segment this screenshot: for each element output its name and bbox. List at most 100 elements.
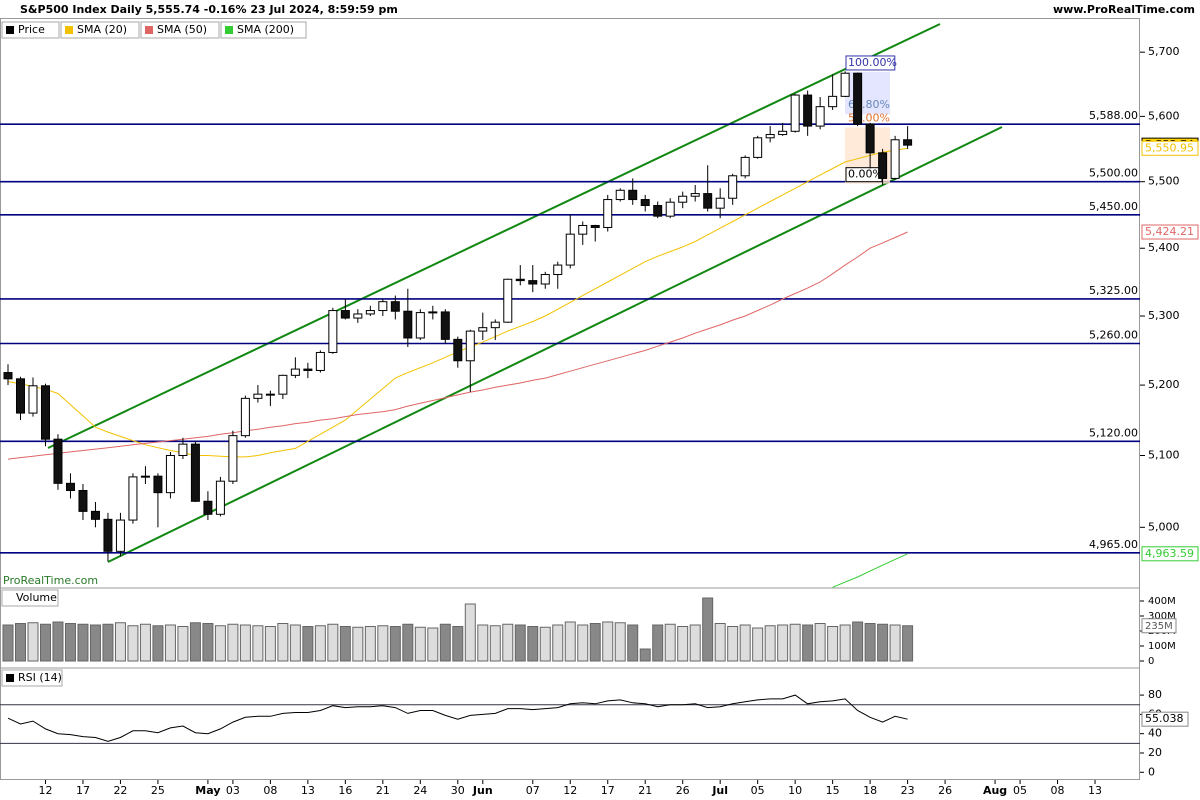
candle-body: [215, 480, 225, 515]
price-tag: [1141, 546, 1199, 562]
watermark: ProRealTime.com: [3, 574, 98, 587]
volume-bar: [364, 626, 376, 662]
fib-zone: [845, 71, 890, 115]
volume-bar: [852, 621, 864, 662]
candle-body: [153, 475, 163, 494]
source: www.ProRealTime.com: [1053, 3, 1195, 16]
candle-body: [403, 310, 413, 339]
candle-body: [528, 280, 538, 285]
candle-body: [353, 313, 363, 319]
volume-tag: [1141, 618, 1177, 634]
fib-label: 0.00%: [848, 168, 883, 181]
volume-bar: [814, 623, 826, 662]
rsi-tag: [1141, 711, 1189, 727]
volume-bar: [252, 625, 264, 662]
volume-bar: [514, 624, 526, 662]
x-tick-label: 12: [563, 784, 577, 797]
volume-bar: [327, 623, 339, 662]
channel-line: [107, 126, 1003, 563]
volume-bar: [639, 648, 651, 662]
volume-bar: [102, 623, 114, 662]
legend-swatch: [65, 26, 73, 34]
volume-bar: [39, 623, 51, 662]
candle-body: [190, 443, 200, 502]
volume-bar: [827, 626, 839, 662]
candle-body: [65, 482, 75, 492]
candle-body: [578, 224, 588, 235]
candle-body: [278, 374, 288, 395]
volume-bar: [314, 625, 326, 662]
level-label: 4,965.00: [1089, 538, 1138, 551]
chart-title: S&P500 Index Daily 5,555.74 -0.16% 23 Ju…: [20, 3, 398, 16]
candle-body: [715, 197, 725, 209]
legend-label: Price: [18, 23, 45, 36]
volume-bar: [227, 623, 239, 662]
legend-swatch: [145, 26, 153, 34]
x-tick-label: 25: [151, 784, 165, 797]
volume-bar: [339, 626, 351, 662]
volume-bar: [839, 624, 851, 662]
rsi-tick-label: 0: [1148, 765, 1155, 778]
x-tick-label: 24: [413, 784, 427, 797]
candle-body: [653, 205, 663, 217]
candle-body: [253, 393, 263, 399]
level-label: 5,120.00: [1089, 426, 1138, 439]
price-tag: [1141, 224, 1199, 240]
volume-bar: [152, 625, 164, 662]
plot-frame: [0, 18, 1140, 780]
candle-body: [690, 193, 700, 197]
volume-tick-label: 300M: [1148, 611, 1176, 622]
volume-bar: [889, 624, 901, 662]
volume-bar: [727, 626, 739, 662]
volume-bar: [464, 603, 476, 662]
volume-tag-label: 235M: [1145, 621, 1173, 632]
rsi-line: [7, 694, 908, 742]
volume-tick-label: 0: [1148, 656, 1154, 667]
volume-bar: [2, 624, 14, 662]
volume-bar: [189, 622, 201, 662]
rsi-label-box: [1, 669, 63, 687]
volume-bar: [139, 623, 151, 662]
candle-body: [828, 95, 838, 108]
level-label: 5,450.00: [1089, 200, 1138, 213]
x-tick-label: 23: [901, 784, 915, 797]
x-tick-label: 17: [601, 784, 615, 797]
candle-body: [815, 106, 825, 127]
fib-label-box: [845, 55, 896, 71]
candle-body: [890, 139, 900, 179]
volume-bar: [377, 625, 389, 662]
volume-bar: [452, 626, 464, 662]
volume-bar: [477, 624, 489, 662]
rsi-tick-label: 40: [1148, 727, 1162, 740]
legend-box: [1, 21, 60, 39]
candle-body: [240, 397, 250, 437]
volume-bar: [564, 621, 576, 662]
volume-bar: [752, 627, 764, 662]
level-label: 5,325.00: [1089, 284, 1138, 297]
volume-bar: [527, 626, 539, 662]
x-tick-label: 05: [1013, 784, 1027, 797]
candle-body: [140, 475, 150, 478]
x-tick-label: 10: [788, 784, 802, 797]
candle-body: [315, 351, 325, 371]
volume-bar: [689, 624, 701, 662]
volume-bar: [302, 626, 314, 662]
x-tick-label: 21: [638, 784, 652, 797]
candle-body: [740, 156, 750, 177]
candle-body: [128, 476, 138, 521]
candle-body: [665, 201, 675, 217]
y-tick-label: 5,500: [1148, 175, 1180, 188]
fib-label: 100.00%: [848, 56, 897, 69]
x-tick-label: 08: [263, 784, 277, 797]
candle-body: [503, 278, 513, 323]
volume-bar: [664, 623, 676, 662]
volume-label: Volume: [16, 591, 57, 604]
candle-body: [803, 94, 813, 127]
x-tick-label: 05: [751, 784, 765, 797]
volume-bar: [427, 627, 439, 662]
candle-body: [640, 199, 650, 207]
x-tick-label: 03: [226, 784, 240, 797]
volume-bar: [439, 623, 451, 662]
candle-body: [390, 301, 400, 312]
